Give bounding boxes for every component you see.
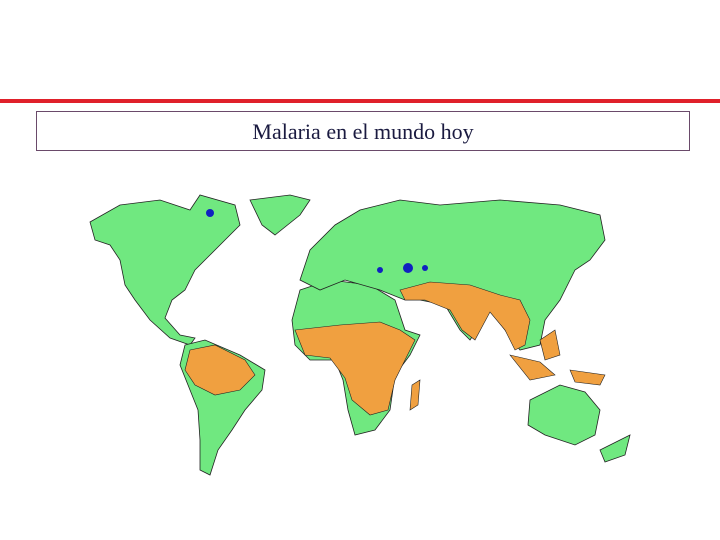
spot: [206, 209, 214, 217]
header-rule: [0, 99, 720, 103]
greenland: [249, 194, 311, 236]
title: Malaria en el mundo hoy: [252, 119, 474, 144]
title-box: Malaria en el mundo hoy: [36, 111, 690, 151]
madagascar: [409, 379, 421, 411]
spot: [422, 265, 428, 271]
islands: [509, 329, 606, 386]
australia: [527, 384, 631, 463]
malaria-zone: [399, 281, 531, 351]
spot: [403, 263, 413, 273]
malaria-zone: [184, 344, 256, 396]
spot: [377, 267, 383, 273]
north-america: [89, 194, 241, 346]
malaria-zone: [294, 321, 416, 416]
